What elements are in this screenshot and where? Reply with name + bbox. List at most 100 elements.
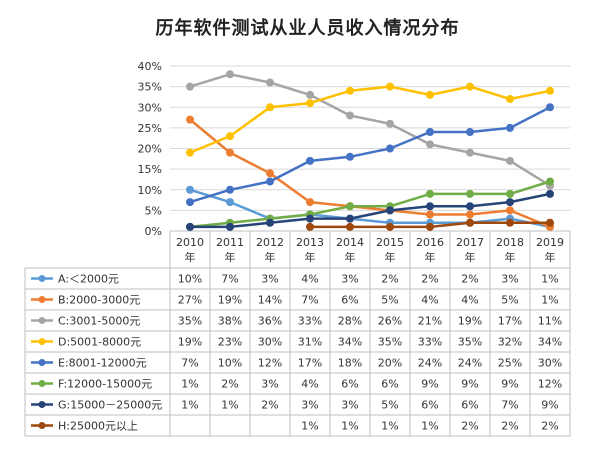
data-point (506, 95, 514, 103)
data-point (546, 218, 554, 227)
legend-series-name: G:15000－25000元 (58, 399, 162, 412)
data-table-cell: 7% (221, 273, 238, 286)
data-point (506, 189, 514, 198)
data-table-cell: 3% (501, 273, 518, 286)
data-table-cell: 2% (501, 420, 518, 433)
data-point (386, 222, 394, 231)
data-point (266, 177, 274, 186)
data-table-cell: 31% (298, 336, 322, 349)
data-point (226, 185, 234, 194)
series-line-3 (189, 73, 551, 187)
legend-series-name: E:8001-12000元 (58, 357, 147, 370)
data-point (426, 90, 434, 99)
series-line-6 (189, 180, 551, 229)
data-point (466, 189, 474, 198)
data-point (306, 99, 314, 108)
legend-marker-key (38, 401, 46, 408)
data-table-cell: 7% (181, 357, 198, 370)
data-point (426, 222, 434, 231)
data-table-cell: 30% (258, 336, 282, 349)
data-point (346, 214, 354, 223)
data-table-cell: 6% (381, 378, 398, 391)
x-category-label: 2010 年 (176, 236, 204, 264)
x-category-label: 2018 年 (496, 236, 524, 264)
data-table-cell: 34% (538, 336, 562, 349)
data-point (546, 189, 554, 198)
data-table-cell: 6% (461, 399, 478, 412)
data-table-cell: 3% (261, 273, 278, 286)
data-table-cell: 21% (418, 315, 442, 328)
data-table-cell: 1% (541, 273, 558, 286)
data-table-cell: 9% (461, 378, 478, 391)
data-table-cell: 1% (181, 399, 198, 412)
data-point (426, 202, 434, 211)
data-point (186, 222, 194, 231)
data-table-cell: 2% (461, 273, 478, 286)
data-table-cell: 26% (378, 315, 402, 328)
y-tick-label: 20% (138, 143, 162, 156)
data-point (426, 210, 434, 219)
data-point (186, 185, 194, 194)
data-table-cell: 12% (258, 357, 282, 370)
data-table-cell: 1% (181, 378, 198, 391)
data-table-cell: 14% (258, 294, 282, 307)
data-point (306, 198, 314, 207)
data-point (386, 119, 394, 128)
data-point (386, 144, 394, 153)
y-tick-label: 0% (145, 225, 162, 238)
data-point (306, 156, 314, 165)
data-table-cell: 28% (338, 315, 362, 328)
legend-series-name: C:3001-5000元 (58, 315, 140, 328)
data-point (466, 128, 474, 136)
data-table-cell: 9% (421, 378, 438, 391)
data-table-cell: 35% (378, 336, 402, 349)
x-category-label: 2014 年 (336, 236, 364, 264)
data-point (266, 103, 274, 112)
data-table-cell: 20% (378, 357, 402, 370)
data-point (226, 70, 234, 79)
series-line-2 (189, 118, 551, 229)
data-table-cell: 19% (218, 294, 242, 307)
series-line-4 (189, 85, 551, 154)
data-table-cell: 5% (381, 294, 398, 307)
data-table-cell: 33% (418, 336, 442, 349)
data-table-cell: 18% (338, 357, 362, 370)
data-table-cell: 25% (498, 357, 522, 370)
data-point (186, 82, 194, 91)
y-tick-label: 30% (138, 101, 162, 114)
data-table-cell: 36% (258, 315, 282, 328)
data-table-cell: 4% (421, 294, 438, 307)
legend-marker-key (38, 275, 46, 282)
x-category-label: 2015 年 (376, 236, 404, 264)
data-table-cell: 35% (458, 336, 482, 349)
data-point (266, 218, 274, 227)
data-table-cell: 17% (498, 315, 522, 328)
data-table-cell: 32% (498, 336, 522, 349)
data-point (546, 103, 554, 112)
data-table-cell: 30% (538, 357, 562, 370)
data-point (226, 148, 234, 157)
data-table-cell: 2% (541, 420, 558, 433)
data-point (386, 206, 394, 215)
data-table-cell: 4% (301, 378, 318, 391)
data-table-cell: 24% (458, 357, 482, 370)
data-table-cell: 38% (218, 315, 242, 328)
data-point (386, 82, 394, 91)
x-category-label: 2016 年 (416, 236, 444, 264)
data-point (466, 202, 474, 211)
series-line-1 (189, 188, 551, 229)
series-line-5 (189, 106, 551, 204)
data-table-cell: 1% (301, 420, 318, 433)
data-table-cell: 7% (301, 294, 318, 307)
data-point (226, 132, 234, 141)
y-tick-label: 25% (138, 122, 162, 135)
legend-series-name: A:＜2000元 (58, 273, 119, 286)
data-point (186, 148, 194, 157)
data-table-cell: 2% (421, 273, 438, 286)
data-table-cell: 3% (341, 399, 358, 412)
data-point (266, 78, 274, 87)
legend-marker-key (38, 422, 46, 429)
data-table-cell: 27% (178, 294, 202, 307)
y-tick-label: 35% (138, 81, 162, 94)
